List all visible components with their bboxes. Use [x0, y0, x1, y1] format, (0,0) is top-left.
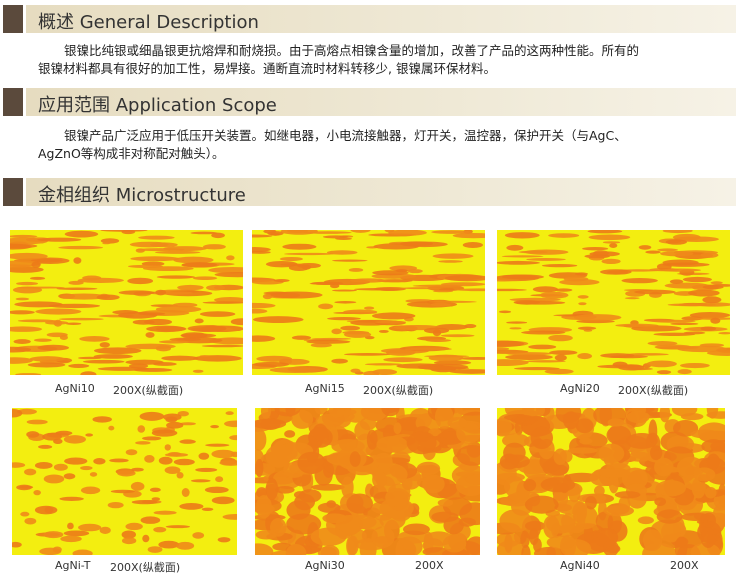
image-caption: 200X(纵截面): [363, 384, 434, 397]
section-title: 应用范围 Application Scope: [38, 95, 277, 116]
micrograph: [252, 230, 485, 375]
image-name: AgNi40: [560, 559, 600, 572]
micrograph: [255, 408, 480, 555]
body-text: AgZnO等构成非对称配对触头）。: [38, 146, 225, 161]
header-bar: [26, 5, 736, 33]
micrograph: [10, 230, 243, 375]
header-marker: [3, 178, 23, 206]
image-name: AgNi30: [305, 559, 345, 572]
body-text: 银镍产品广泛应用于低压开关装置。如继电器，小电流接触器，灯开关，温控器，保护开关…: [64, 128, 627, 143]
image-caption: 200X: [670, 559, 699, 572]
header-marker: [3, 5, 23, 33]
image-caption: 200X(纵截面): [110, 561, 181, 574]
micrograph: [497, 408, 725, 555]
image-name: AgNi15: [305, 382, 345, 395]
micrograph: [497, 230, 730, 375]
image-name: AgNi20: [560, 382, 600, 395]
image-caption: 200X: [415, 559, 444, 572]
image-caption: 200X(纵截面): [618, 384, 689, 397]
header-bar: [26, 178, 736, 206]
section-header: 概述 General Description: [0, 5, 736, 33]
body-text: 银镍材料都具有很好的加工性，易焊接。通断直流时材料转移少, 银镍属环保材料。: [38, 61, 496, 76]
image-name: AgNi10: [55, 382, 95, 395]
section-title: 概述 General Description: [38, 12, 259, 33]
section-title: 金相组织 Microstructure: [38, 185, 246, 206]
body-text: 银镍比纯银或细晶银更抗熔焊和耐烧损。由于高熔点相镍含量的增加，改善了产品的这两种…: [64, 43, 640, 58]
micrograph: [12, 408, 237, 555]
section-header: 应用范围 Application Scope: [0, 88, 736, 116]
header-marker: [3, 88, 23, 116]
header-bar: [26, 88, 736, 116]
image-name: AgNi-T: [55, 559, 91, 572]
section-header: 金相组织 Microstructure: [0, 178, 736, 206]
image-caption: 200X(纵截面): [113, 384, 184, 397]
